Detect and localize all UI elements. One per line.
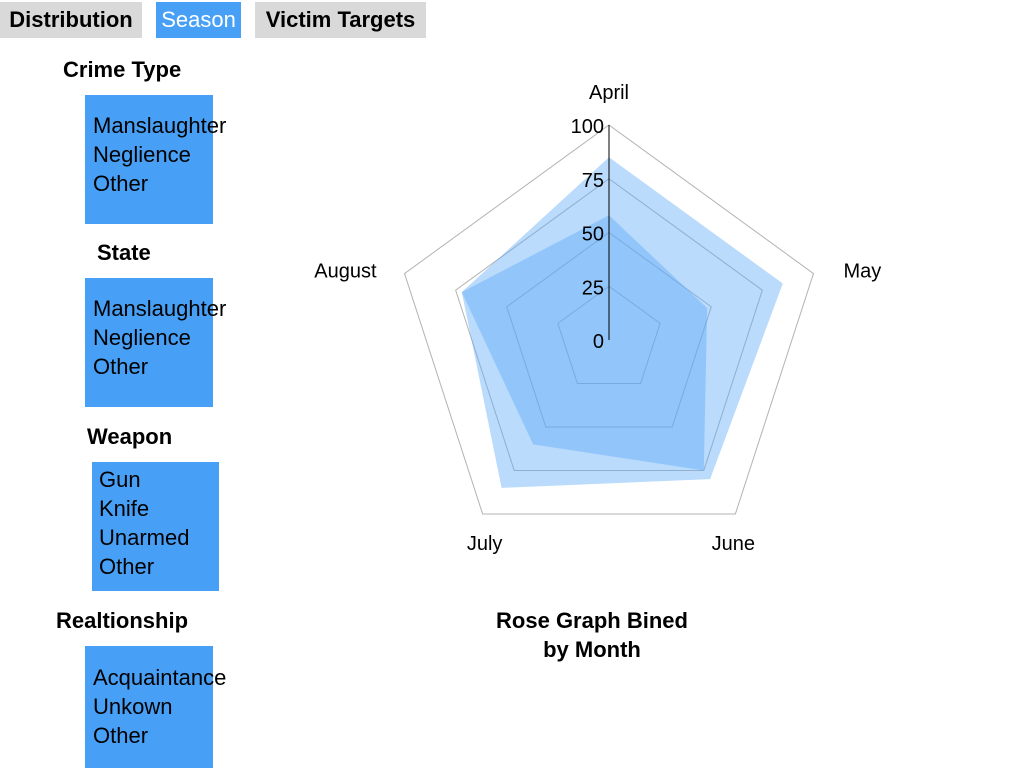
radar-category-label-june: June: [712, 533, 755, 555]
relationship-option-acquaintance[interactable]: Acquaintance: [93, 665, 227, 690]
relationship-listbox[interactable]: [85, 646, 213, 768]
weapon-option-knife[interactable]: Knife: [99, 496, 150, 521]
chart-title: Rose Graph Bined by Month: [452, 606, 732, 664]
weapon-option-gun[interactable]: Gun: [99, 467, 141, 492]
radar-tick-label: 100: [571, 116, 604, 138]
state-option-manslaughter[interactable]: Manslaughter: [93, 296, 227, 321]
radar-tick-label: 75: [582, 170, 604, 192]
radar-series-area-2: [461, 215, 708, 471]
state-listbox[interactable]: [85, 278, 213, 407]
radar-category-label-may: May: [843, 261, 881, 283]
weapon-option-unarmed[interactable]: Unarmed: [99, 525, 190, 550]
tab-victim-targets[interactable]: Victim Targets: [255, 2, 426, 38]
crime-type-option-manslaughter[interactable]: Manslaughter: [93, 113, 227, 138]
crime-type-heading: Crime Type: [63, 57, 182, 82]
relationship-option-unkown[interactable]: Unkown: [93, 694, 173, 719]
chart-title-line-1: Rose Graph Bined: [496, 608, 688, 633]
radar-grid-ring-2: [506, 231, 712, 428]
tab-season[interactable]: Season: [156, 2, 241, 38]
relationship-heading: Realtionship: [56, 608, 189, 633]
radar-category-label-july: July: [467, 533, 503, 555]
radar-grid-ring-3: [455, 178, 763, 471]
radar-tick-label: 50: [582, 224, 604, 246]
weapon-heading: Weapon: [87, 424, 173, 449]
state-option-neglience[interactable]: Neglience: [93, 325, 191, 350]
crime-type-listbox[interactable]: [85, 95, 213, 224]
radar-chart-svg: 0 25 50 75 100 April May June July August: [314, 82, 881, 555]
weapon-listbox[interactable]: [92, 462, 219, 591]
crime-type-option-neglience[interactable]: Neglience: [93, 142, 191, 167]
radar-category-label-august: August: [314, 261, 377, 283]
radar-grid-ring-4: [403, 124, 815, 515]
radar-series-area-1: [461, 157, 783, 488]
chart-title-line-2: by Month: [543, 637, 641, 662]
weapon-option-other[interactable]: Other: [99, 554, 155, 579]
state-heading: State: [97, 240, 151, 265]
radar-tick-label: 0: [593, 331, 604, 353]
state-option-other[interactable]: Other: [93, 354, 149, 379]
radar-tick-label: 25: [582, 277, 604, 299]
radar-chart: 0 25 50 75 100 April May June July August: [290, 70, 930, 590]
radar-grid-ring-1: [557, 285, 661, 384]
radar-category-label-april: April: [589, 82, 629, 104]
relationship-option-other[interactable]: Other: [93, 723, 149, 748]
crime-type-option-other[interactable]: Other: [93, 171, 149, 196]
tab-distribution[interactable]: Distribution: [0, 2, 142, 38]
